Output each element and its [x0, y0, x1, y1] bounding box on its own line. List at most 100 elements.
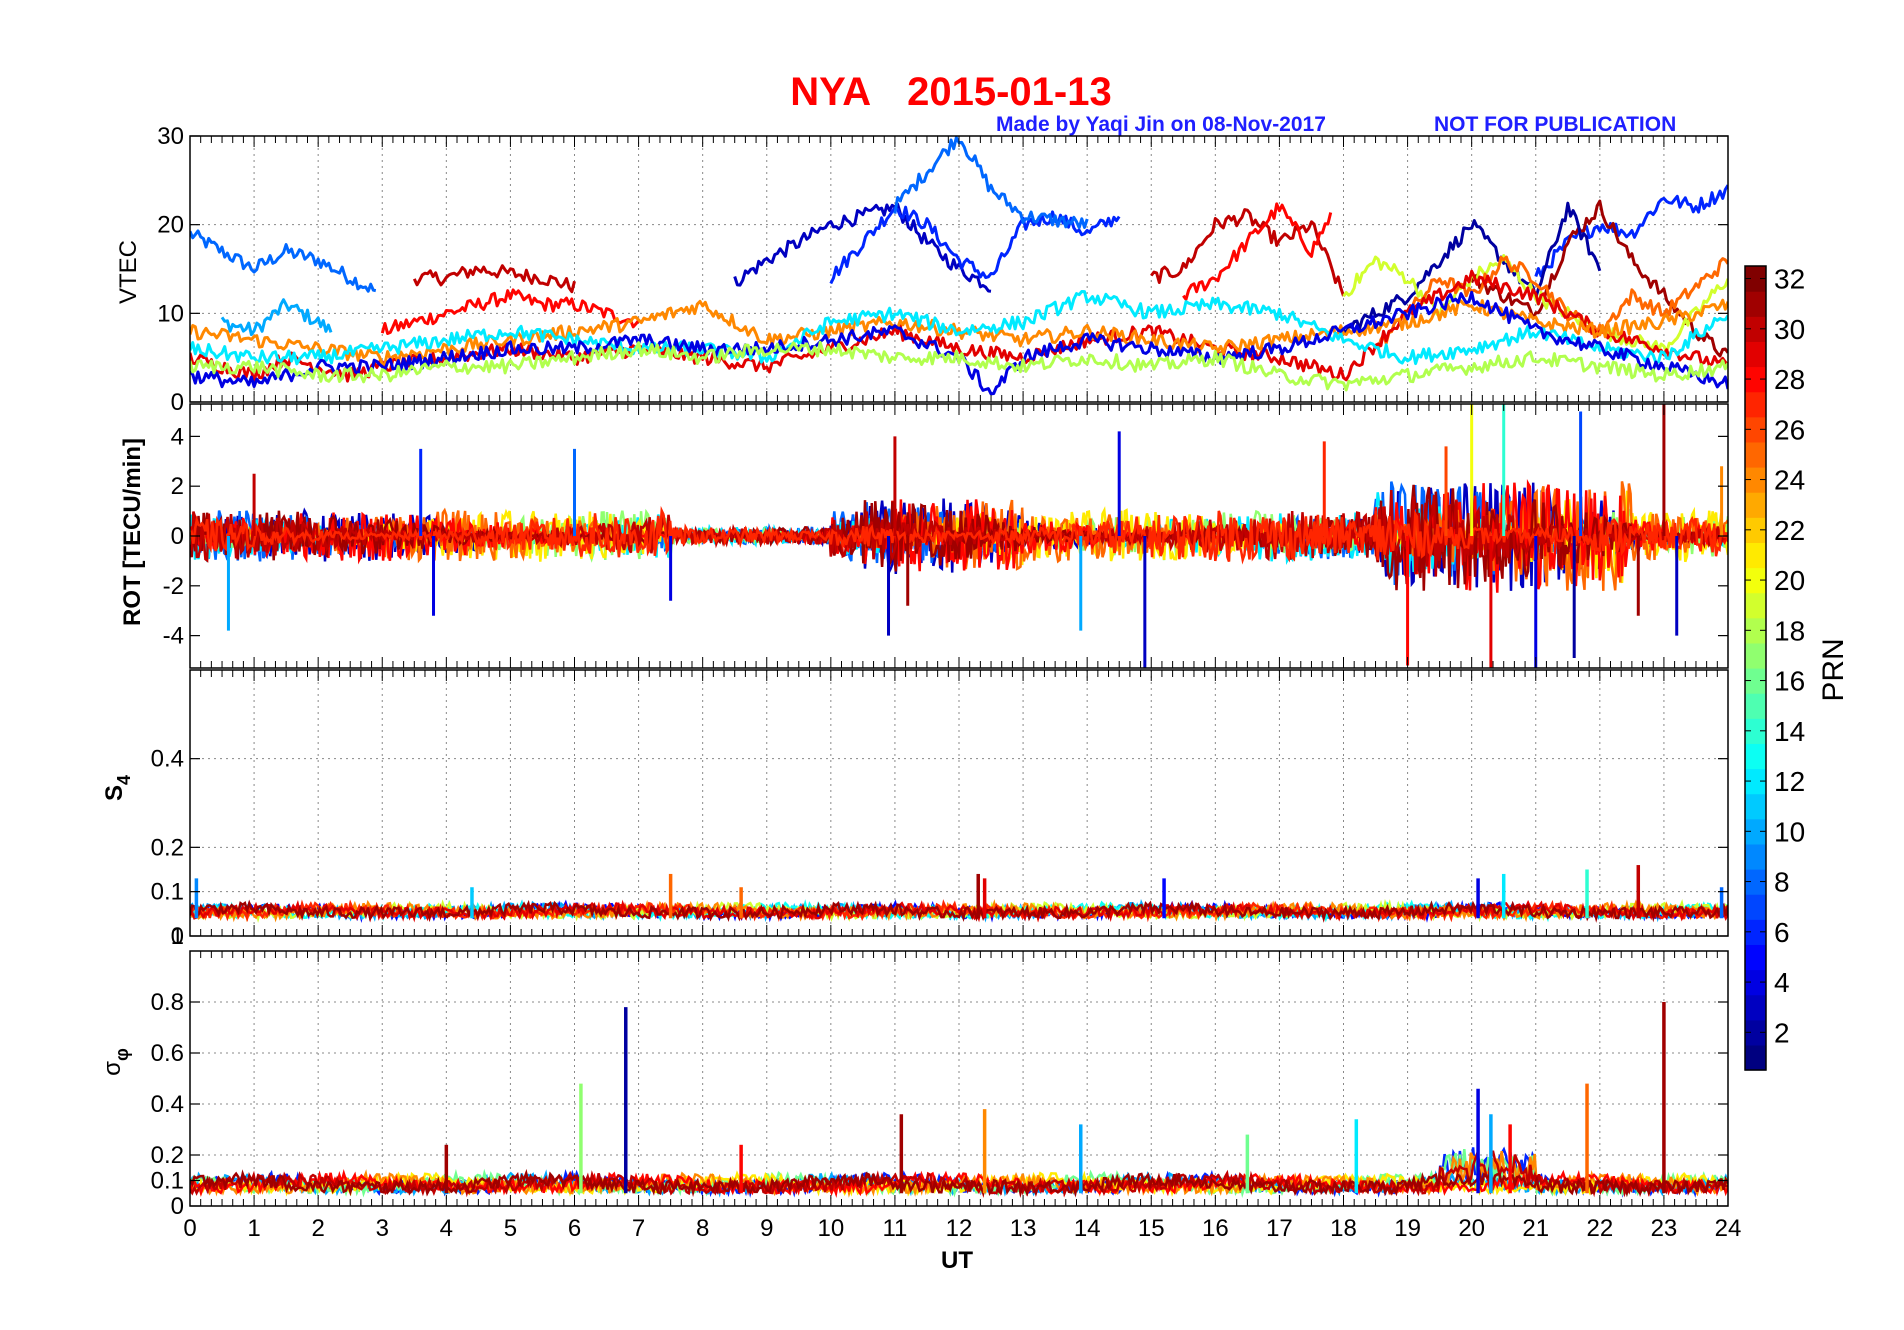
ut-tick-label: 14: [1074, 1215, 1101, 1242]
ut-tick-label: 21: [1522, 1215, 1549, 1242]
s4-data: [190, 865, 1728, 924]
colorbar-cell-prn-2: [1745, 1019, 1766, 1046]
colorbar-cell-prn-10: [1745, 818, 1766, 845]
ut-tick-label: 5: [504, 1215, 517, 1242]
ut-tick-label: 19: [1394, 1215, 1421, 1242]
colorbar-cell-prn-17: [1745, 642, 1766, 669]
s4-ytick-label: 0.1: [151, 879, 184, 906]
rot-ytick-label: 0: [171, 523, 184, 550]
rot-ytick-label: -2: [163, 573, 184, 600]
colorbar-tick-label: 30: [1774, 314, 1805, 345]
vtec-series-prn-6: [829, 205, 1121, 285]
ut-tick-label: 22: [1586, 1215, 1613, 1242]
colorbar-cell-prn-16: [1745, 668, 1766, 694]
rot-trace-prn-27: [190, 505, 1728, 565]
colorbar-cell-prn-15: [1745, 693, 1766, 719]
figure-title: NYA 2015-01-13: [790, 70, 1111, 114]
vtec-ytick-label: 20: [157, 212, 184, 239]
ut-tick-label: 1: [247, 1215, 260, 1242]
colorbar-cell-prn-25: [1745, 441, 1766, 468]
rot-ytick-label: -4: [163, 623, 184, 650]
ut-xlabel: UT: [941, 1247, 973, 1274]
vtec-series-prn-18: [190, 340, 1728, 392]
vtec-series-prn-8: [893, 136, 1089, 230]
vtec-series-prn-25: [1374, 255, 1728, 351]
colorbar-cell-prn-4: [1745, 969, 1766, 996]
ut-tick-label: 4: [440, 1215, 453, 1242]
colorbar-cell-prn-6: [1745, 919, 1766, 945]
ut-tick-label: 9: [760, 1215, 773, 1242]
rot-ylabel: ROT [TECU/min]: [119, 438, 146, 626]
rot-ytick-label: 2: [171, 473, 184, 500]
ut-tick-label: 16: [1202, 1215, 1229, 1242]
colorbar-cell-prn-23: [1745, 492, 1766, 518]
ut-tick-label: 10: [817, 1215, 844, 1242]
colorbar-cell-prn-20: [1745, 567, 1766, 594]
colorbar-cell-prn-1: [1745, 1044, 1766, 1071]
vtec-ytick-label: 10: [157, 300, 184, 327]
colorbar-cell-prn-30: [1745, 316, 1766, 342]
colorbar-tick-label: 18: [1774, 615, 1805, 646]
ut-tick-label: 20: [1458, 1215, 1485, 1242]
colorbar-cell-prn-18: [1745, 617, 1766, 644]
s4-ytick-label: 0: [171, 923, 184, 950]
vtec-ylabel: VTEC: [115, 240, 142, 304]
sigma-ytick-label: 0.1: [151, 1168, 184, 1195]
sigma-ytick-label: 0.8: [151, 989, 184, 1016]
colorbar-cell-prn-31: [1745, 291, 1766, 317]
ut-tick-label: 7: [632, 1215, 645, 1242]
ut-tick-label: 6: [568, 1215, 581, 1242]
colorbar-cell-prn-9: [1745, 843, 1766, 870]
ut-tick-label: 2: [311, 1215, 324, 1242]
colorbar-cell-prn-29: [1745, 341, 1766, 368]
ut-tick-label: 8: [696, 1215, 709, 1242]
title-date: 2015-01-13: [907, 70, 1112, 114]
ut-tick-label: 13: [1010, 1215, 1037, 1242]
colorbar-cell-prn-28: [1745, 366, 1766, 393]
rot-panel: -4 -2 0 2 4: [163, 403, 1729, 669]
colorbar-cell-prn-3: [1745, 994, 1766, 1021]
vtec-series-prn-10: [220, 298, 333, 337]
colorbar-cell-prn-11: [1745, 793, 1766, 820]
vtec-series-prn-28: [1182, 202, 1333, 301]
ut-tick-label: 11: [882, 1215, 907, 1242]
sigma-ytick-label: 0.2: [151, 1142, 184, 1169]
colorbar-cell-prn-8: [1745, 869, 1766, 895]
colorbar-tick-label: 6: [1774, 917, 1790, 948]
colorbar-cell-prn-19: [1745, 592, 1766, 619]
colorbar-cell-prn-24: [1745, 467, 1766, 493]
ut-tick-label: 15: [1138, 1215, 1165, 1242]
sigma-data: [190, 1002, 1728, 1199]
sigma-phi-panel: 00.10.20.40.60.80 1 2 3 4 5 6 7 8 9 10 11 12 13 14 15 16…: [151, 950, 1742, 1242]
vtec-series-prn-24: [190, 298, 1728, 366]
colorbar-tick-label: 26: [1774, 414, 1805, 445]
colorbar-cell-prn-5: [1745, 944, 1766, 971]
vtec-series-prn-3: [733, 202, 992, 293]
s4-trace-prn-31: [190, 899, 1728, 923]
colorbar-tick-label: 16: [1774, 666, 1805, 697]
colorbar-tick-label: 10: [1774, 816, 1805, 847]
vtec-series-prn-30: [1150, 208, 1345, 297]
ut-tick-label: 12: [946, 1215, 973, 1242]
rot-ytick-label: 4: [171, 423, 184, 450]
ut-tick-label: 17: [1266, 1215, 1293, 1242]
s4-ytick-label: 0.2: [151, 834, 184, 861]
ut-tick-label: 3: [376, 1215, 389, 1242]
sigma-ytick-label: 0.4: [151, 1091, 184, 1118]
colorbar-tick-label: 8: [1774, 867, 1790, 898]
vtec-series-prn-31: [1470, 199, 1728, 358]
ut-tick-label: 24: [1715, 1215, 1742, 1242]
colorbar-tick-label: 28: [1774, 364, 1805, 395]
vtec-panel: 0 10 20 30: [157, 123, 1729, 416]
colorbar-cell-prn-13: [1745, 743, 1766, 770]
colorbar-label: PRN: [1817, 638, 1850, 701]
vtec-ytick-label: 0: [171, 389, 184, 416]
vtec-data: [190, 136, 1728, 396]
colorbar-tick-label: 12: [1774, 766, 1805, 797]
rot-data: [190, 404, 1728, 668]
vtec-series-prn-2: [1342, 201, 1602, 335]
vtec-series-prn-8: [190, 229, 377, 293]
colorbar-tick-label: 4: [1774, 967, 1790, 998]
